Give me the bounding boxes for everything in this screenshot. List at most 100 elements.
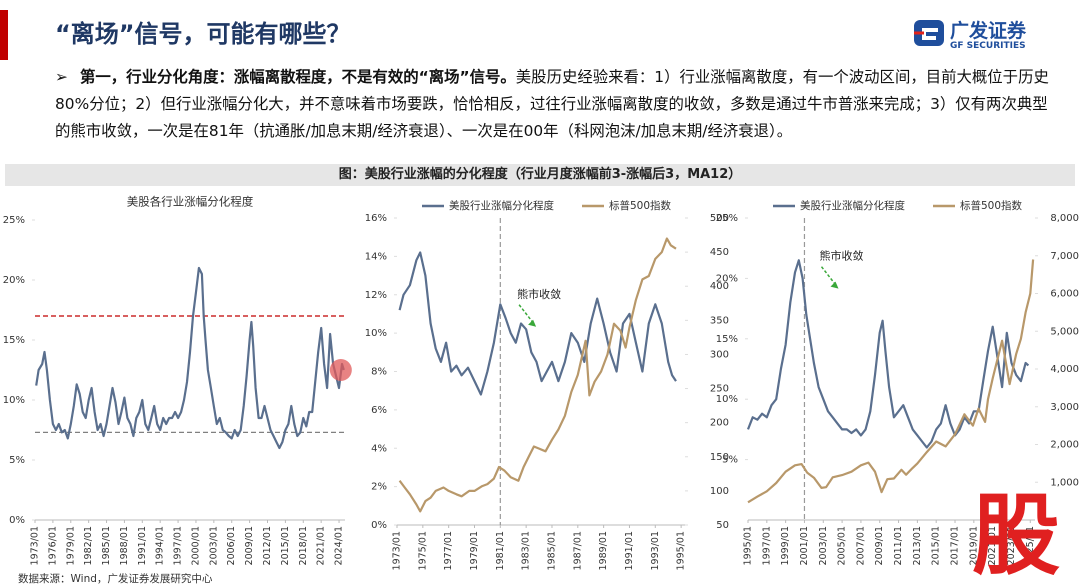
x-tick-label: 1981/01 bbox=[495, 531, 506, 570]
x-tick-label: 1991/01 bbox=[137, 526, 148, 565]
y-tick-label: 2% bbox=[371, 482, 387, 493]
x-tick-label: 1982/01 bbox=[83, 526, 94, 565]
y2-tick-label: 400 bbox=[710, 281, 729, 292]
y2-tick-label: 200 bbox=[710, 418, 729, 429]
y2-tick-label: 250 bbox=[710, 384, 729, 395]
x-tick-label: 2009/01 bbox=[244, 526, 255, 565]
y-tick-label: 5% bbox=[722, 455, 738, 466]
bullet-marker: ➢ bbox=[55, 68, 68, 86]
y2-tick-label: 3,000 bbox=[1050, 402, 1079, 413]
annotation: 熊市收敛 bbox=[820, 249, 864, 263]
y-tick-label: 6% bbox=[371, 405, 387, 416]
x-tick-label: 2006/01 bbox=[226, 526, 237, 565]
x-tick-label: 2021/01 bbox=[316, 526, 327, 565]
bullet-lead: 第一，行业分化角度：涨幅离散程度，不是有效的“离场”信号。 bbox=[80, 68, 516, 86]
x-tick-label: 1976/01 bbox=[47, 526, 58, 565]
figure-title: 图：美股行业涨幅的分化程度（行业月度涨幅前3-涨幅后3，MA12） bbox=[5, 164, 1075, 186]
y2-tick-label: 350 bbox=[710, 315, 729, 326]
y-tick-label: 15% bbox=[716, 334, 738, 345]
logo-icon bbox=[914, 20, 944, 46]
y-tick-label: 4% bbox=[371, 443, 387, 454]
x-tick-label: 2013/01 bbox=[912, 526, 923, 565]
x-tick-label: 1985/01 bbox=[546, 531, 557, 570]
legend-label: 美股行业涨幅分化程度 bbox=[800, 199, 905, 212]
x-tick-label: 1987/01 bbox=[572, 531, 583, 570]
x-tick-label: 1991/01 bbox=[624, 531, 635, 570]
x-tick-label: 1979/01 bbox=[469, 531, 480, 570]
y2-tick-label: 7,000 bbox=[1050, 251, 1079, 262]
x-tick-label: 1993/01 bbox=[650, 531, 661, 570]
y-tick-label: 25% bbox=[3, 215, 25, 226]
x-tick-label: 2000/01 bbox=[190, 526, 201, 565]
y2-tick-label: 150 bbox=[710, 452, 729, 463]
y-tick-label: 12% bbox=[365, 290, 387, 301]
y-tick-label: 16% bbox=[365, 213, 387, 224]
y-tick-label: 10% bbox=[3, 395, 25, 406]
watermark: 股 bbox=[972, 484, 1061, 587]
source-note: 数据来源：Wind，广发证券发展研究中心 bbox=[18, 573, 213, 585]
x-tick-label: 2012/01 bbox=[262, 526, 273, 565]
x-tick-label: 1997/01 bbox=[761, 526, 772, 565]
y-tick-label: 10% bbox=[716, 394, 738, 405]
x-tick-label: 2015/01 bbox=[931, 526, 942, 565]
logo-name: 广发证券 bbox=[950, 20, 1027, 42]
x-tick-label: 2011/01 bbox=[893, 526, 904, 565]
accent-bar bbox=[0, 10, 8, 60]
x-tick-label: 1973/01 bbox=[392, 531, 403, 570]
x-tick-label: 1994/01 bbox=[155, 526, 166, 565]
y2-tick-label: 2,000 bbox=[1050, 440, 1079, 451]
y-tick-label: 8% bbox=[371, 367, 387, 378]
x-tick-label: 1988/01 bbox=[119, 526, 130, 565]
x-tick-label: 1975/01 bbox=[417, 531, 428, 570]
x-tick-label: 2023/01 bbox=[1006, 526, 1017, 565]
x-tick-label: 2003/01 bbox=[818, 526, 829, 565]
x-tick-label: 1997/01 bbox=[173, 526, 184, 565]
x-tick-label: 2025/01 bbox=[1025, 526, 1036, 565]
y2-tick-label: 6,000 bbox=[1050, 289, 1079, 300]
series-line bbox=[398, 237, 677, 513]
x-tick-label: 2003/01 bbox=[208, 526, 219, 565]
x-tick-label: 1979/01 bbox=[65, 526, 76, 565]
x-tick-label: 2024/01 bbox=[334, 526, 345, 565]
y2-tick-label: 450 bbox=[710, 247, 729, 258]
x-tick-label: 1989/01 bbox=[598, 531, 609, 570]
y-tick-label: 0% bbox=[371, 520, 387, 531]
x-tick-label: 1995/01 bbox=[676, 531, 687, 570]
series-line bbox=[35, 266, 345, 450]
y-tick-label: 10% bbox=[365, 328, 387, 339]
y-tick-label: 5% bbox=[9, 455, 25, 466]
y2-tick-label: 5,000 bbox=[1050, 326, 1079, 337]
y-tick-label: 0% bbox=[9, 515, 25, 526]
y-tick-label: 14% bbox=[365, 251, 387, 262]
x-tick-label: 1983/01 bbox=[521, 531, 532, 570]
y2-tick-label: 500 bbox=[710, 213, 729, 224]
x-tick-label: 2018/01 bbox=[298, 526, 309, 565]
logo-en: GF SECURITIES bbox=[950, 41, 1026, 51]
y2-tick-label: 1,000 bbox=[1050, 477, 1079, 488]
x-tick-label: 2007/01 bbox=[855, 526, 866, 565]
annotation: 熊市收敛 bbox=[517, 287, 561, 301]
chart-title: 美股各行业涨幅分化程度 bbox=[127, 195, 254, 209]
series-line bbox=[746, 259, 1030, 449]
annotation-arrow bbox=[518, 304, 534, 324]
legend-label: 美股行业涨幅分化程度 bbox=[449, 199, 554, 212]
x-tick-label: 1995/01 bbox=[743, 526, 754, 565]
x-tick-label: 2015/01 bbox=[280, 526, 291, 565]
slide-title: “离场”信号，可能有哪些？ bbox=[55, 20, 351, 48]
series-line bbox=[398, 251, 677, 396]
x-tick-label: 1973/01 bbox=[30, 526, 41, 565]
highlight-marker bbox=[329, 359, 352, 381]
legend-label: 标普500指数 bbox=[960, 199, 1023, 212]
y-tick-label: 20% bbox=[716, 273, 738, 284]
x-tick-label: 1999/01 bbox=[780, 526, 791, 565]
bullet-body: 美股历史经验来看：1）行业涨幅离散度，有一个波动区间，目前大概位于历史80%分位… bbox=[55, 68, 1049, 140]
x-tick-label: 2017/01 bbox=[950, 526, 961, 565]
legend-label: 标普500指数 bbox=[609, 199, 672, 212]
series-line bbox=[747, 259, 1035, 504]
y-tick-label: 15% bbox=[3, 335, 25, 346]
y2-tick-label: 100 bbox=[710, 486, 729, 497]
annotation-arrowhead bbox=[528, 319, 537, 327]
y-tick-label: 25% bbox=[716, 213, 738, 224]
